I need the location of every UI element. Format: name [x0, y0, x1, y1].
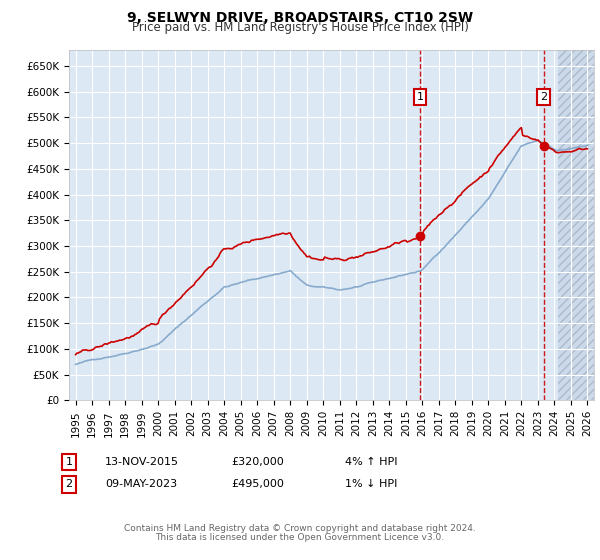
- Text: 1% ↓ HPI: 1% ↓ HPI: [345, 479, 397, 489]
- Text: Price paid vs. HM Land Registry's House Price Index (HPI): Price paid vs. HM Land Registry's House …: [131, 21, 469, 34]
- HPI: Average price, detached house, Thanet: (2e+03, 7e+04): Average price, detached house, Thanet: (…: [72, 361, 79, 368]
- Text: £320,000: £320,000: [231, 457, 284, 467]
- 9, SELWYN DRIVE, BROADSTAIRS, CT10 2SW (detached house): [155, 320, 162, 326]
- Text: Contains HM Land Registry data © Crown copyright and database right 2024.: Contains HM Land Registry data © Crown c…: [124, 524, 476, 533]
- Text: 9, SELWYN DRIVE, BROADSTAIRS, CT10 2SW: 9, SELWYN DRIVE, BROADSTAIRS, CT10 2SW: [127, 11, 473, 25]
- 9, SELWYN DRIVE, BROADSTAIRS, CT10 2SW (detached house): [157, 314, 164, 320]
- Text: 1: 1: [416, 92, 424, 102]
- HPI: Average price, detached house, Thanet: (2e+03, 1.13e+05): Average price, detached house, Thanet: (…: [157, 339, 164, 346]
- Bar: [557, 50, 600, 400]
- 9, SELWYN DRIVE, BROADSTAIRS, CT10 2SW (detached house): [584, 146, 591, 152]
- HPI: Average price, detached house, Thanet: (2e+03, 8.08e+04): Average price, detached house, Thanet: (…: [97, 356, 104, 362]
- 9, SELWYN DRIVE, BROADSTAIRS, CT10 2SW (detached house): [540, 142, 547, 149]
- Text: 09-MAY-2023: 09-MAY-2023: [105, 479, 177, 489]
- Text: £495,000: £495,000: [231, 479, 284, 489]
- HPI: Average price, detached house, Thanet: (2.02e+03, 4.99e+05): Average price, detached house, Thanet: (…: [540, 140, 547, 147]
- 9, SELWYN DRIVE, BROADSTAIRS, CT10 2SW (detached house): [518, 124, 525, 131]
- Text: 2: 2: [540, 92, 547, 102]
- HPI: Average price, detached house, Thanet: (2e+03, 1.09e+05): Average price, detached house, Thanet: (…: [155, 341, 162, 348]
- Text: 1: 1: [65, 457, 73, 467]
- Line: HPI: Average price, detached house, Thanet: HPI: Average price, detached house, Than…: [76, 141, 587, 365]
- 9, SELWYN DRIVE, BROADSTAIRS, CT10 2SW (detached house): [209, 260, 217, 267]
- 9, SELWYN DRIVE, BROADSTAIRS, CT10 2SW (detached house): [578, 146, 586, 153]
- HPI: Average price, detached house, Thanet: (2.02e+03, 5.05e+05): Average price, detached house, Thanet: (…: [534, 137, 541, 144]
- 9, SELWYN DRIVE, BROADSTAIRS, CT10 2SW (detached house): [97, 343, 104, 349]
- 9, SELWYN DRIVE, BROADSTAIRS, CT10 2SW (detached house): [72, 351, 79, 358]
- HPI: Average price, detached house, Thanet: (2.03e+03, 4.93e+05): Average price, detached house, Thanet: (…: [578, 143, 586, 150]
- Text: 4% ↑ HPI: 4% ↑ HPI: [345, 457, 398, 467]
- Text: 13-NOV-2015: 13-NOV-2015: [105, 457, 179, 467]
- HPI: Average price, detached house, Thanet: (2.03e+03, 4.96e+05): Average price, detached house, Thanet: (…: [584, 142, 591, 149]
- Text: 2: 2: [65, 479, 73, 489]
- Line: 9, SELWYN DRIVE, BROADSTAIRS, CT10 2SW (detached house): 9, SELWYN DRIVE, BROADSTAIRS, CT10 2SW (…: [76, 128, 587, 354]
- Text: This data is licensed under the Open Government Licence v3.0.: This data is licensed under the Open Gov…: [155, 533, 445, 542]
- HPI: Average price, detached house, Thanet: (2e+03, 2.01e+05): Average price, detached house, Thanet: (…: [209, 293, 217, 300]
